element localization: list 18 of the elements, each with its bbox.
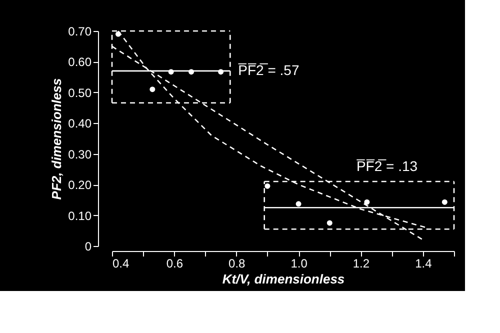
x-tick-label: 1.2 bbox=[352, 256, 370, 270]
x-axis-title: Kt/V, dimensionless bbox=[222, 272, 345, 286]
y-tick-label: 0 bbox=[84, 240, 92, 254]
annotation: P̅F̅2̅ = .57 bbox=[237, 62, 300, 78]
y-tick-label: 0.50 bbox=[68, 86, 92, 100]
y-axis-title: PF2, dimensionless bbox=[49, 78, 64, 200]
y-tick-label: 0.10 bbox=[68, 208, 92, 223]
x-tick-label: 0.6 bbox=[166, 256, 184, 270]
y-tick-label: 0.30 bbox=[68, 147, 92, 162]
x-tick-label: 0.4 bbox=[112, 256, 130, 270]
x-tick-label: 1.4 bbox=[415, 256, 432, 270]
x-tick-label: 0.8 bbox=[228, 256, 246, 270]
y-tick-label: 0.60 bbox=[68, 55, 92, 70]
y-tick-label: 0.20 bbox=[68, 178, 92, 192]
annotation: P̅F̅2̅ = .13 bbox=[356, 158, 418, 174]
x-tick-label: 1.0 bbox=[290, 256, 308, 270]
y-tick-label: 0.70 bbox=[68, 24, 92, 38]
y-tick-label: 0.40 bbox=[68, 116, 92, 131]
